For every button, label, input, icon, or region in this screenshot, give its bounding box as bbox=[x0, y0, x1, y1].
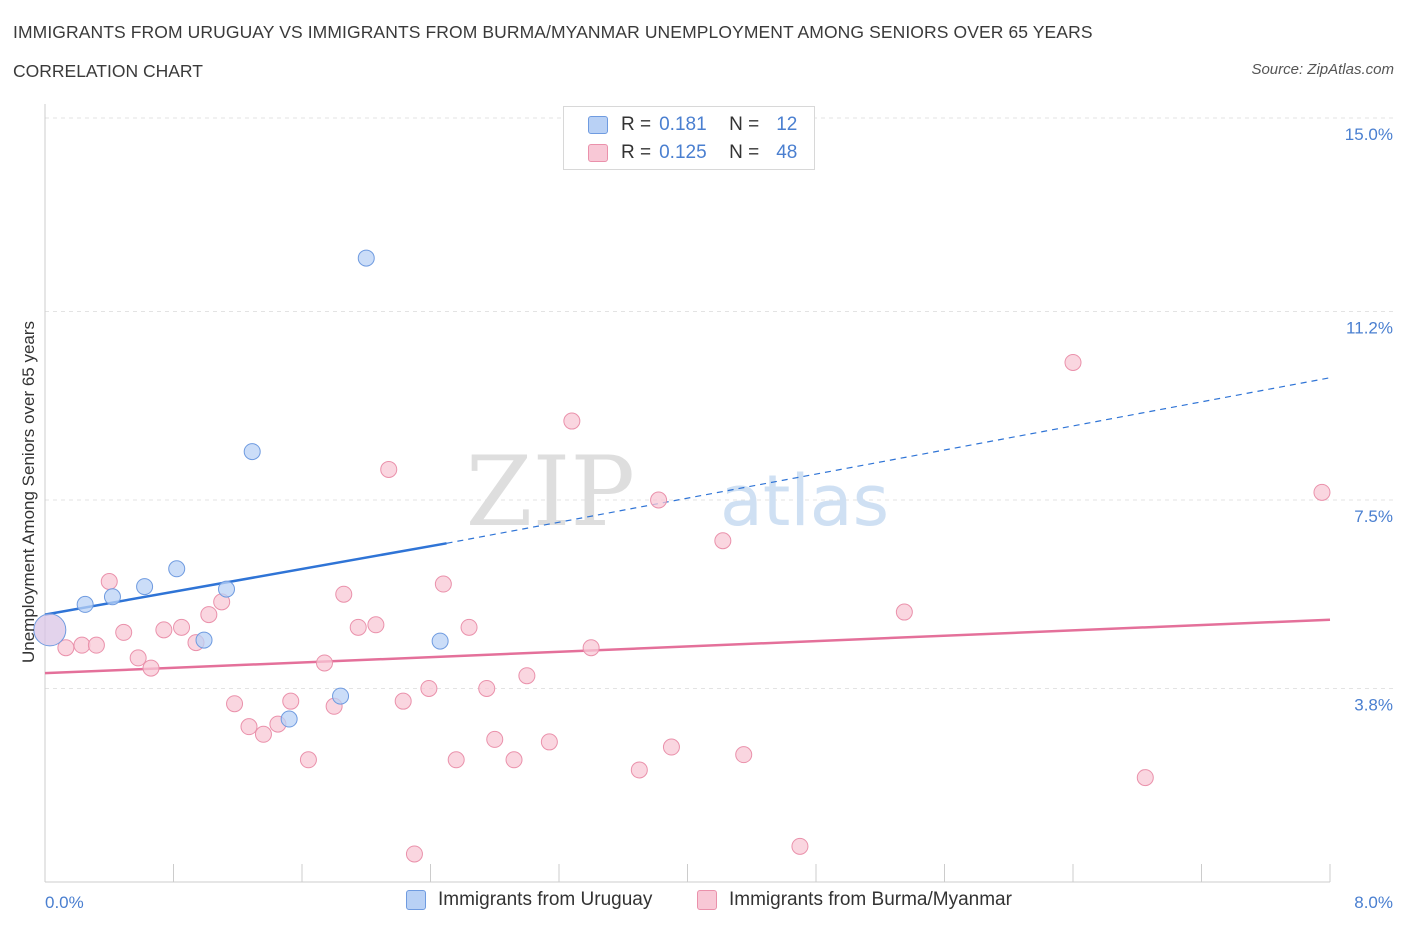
point-burma bbox=[895, 603, 913, 621]
data-points bbox=[33, 249, 1331, 863]
point-uruguay bbox=[431, 632, 449, 650]
point-burma bbox=[434, 575, 452, 593]
legend-row-burma: R = 0.125 N = 48 bbox=[588, 141, 797, 165]
y-tick-labels: 3.8% 7.5% 11.2% 15.0% bbox=[1345, 125, 1393, 714]
source-credit: Source: ZipAtlas.com bbox=[1251, 61, 1394, 78]
point-uruguay bbox=[332, 687, 350, 705]
point-burma bbox=[505, 751, 523, 769]
point-burma bbox=[142, 659, 160, 677]
point-burma bbox=[1136, 769, 1154, 787]
gridlines bbox=[45, 117, 1395, 689]
point-uruguay bbox=[136, 578, 154, 596]
chart-title: IMMIGRANTS FROM URUGUAY VS IMMIGRANTS FR… bbox=[13, 22, 1093, 42]
point-burma bbox=[714, 532, 732, 550]
point-burma bbox=[447, 751, 465, 769]
legend-r-label: R = bbox=[621, 142, 652, 163]
point-burma bbox=[155, 621, 173, 639]
legend-n-label: N = bbox=[729, 114, 760, 135]
point-uruguay bbox=[103, 588, 121, 606]
bottom-legend-swatch-uruguay bbox=[406, 890, 426, 910]
point-uruguay bbox=[33, 613, 67, 647]
point-burma bbox=[335, 585, 353, 603]
trend-line-burma bbox=[44, 618, 1331, 675]
bottom-legend-label-burma: Immigrants from Burma/Myanmar bbox=[729, 889, 1012, 910]
y-axis-label: Unemployment Among Seniors over 65 years bbox=[19, 321, 38, 663]
y-tick-label: 3.8% bbox=[1354, 695, 1393, 714]
point-burma bbox=[563, 412, 581, 430]
chart-subtitle: CORRELATION CHART bbox=[13, 61, 203, 81]
point-burma bbox=[200, 606, 218, 624]
point-burma bbox=[87, 636, 105, 654]
legend-swatch-uruguay bbox=[588, 116, 608, 134]
point-burma bbox=[518, 667, 536, 685]
point-burma bbox=[226, 695, 244, 713]
point-burma bbox=[478, 679, 496, 697]
point-burma bbox=[282, 692, 300, 710]
point-burma bbox=[100, 572, 118, 590]
trend-line-uruguay-projection bbox=[446, 377, 1331, 544]
legend-row-uruguay: R = 0.181 N = 12 bbox=[588, 113, 797, 137]
point-uruguay bbox=[168, 560, 186, 578]
x-tick-labels: 0.0% 8.0% bbox=[45, 893, 1393, 912]
legend-n-value: 12 bbox=[776, 114, 798, 135]
point-burma bbox=[173, 618, 191, 636]
point-burma bbox=[662, 738, 680, 756]
point-burma bbox=[1313, 483, 1331, 501]
point-uruguay bbox=[243, 443, 261, 461]
point-uruguay bbox=[76, 595, 94, 613]
point-uruguay bbox=[195, 631, 213, 649]
point-burma bbox=[630, 761, 648, 779]
point-burma bbox=[380, 460, 398, 478]
trend-lines bbox=[44, 377, 1331, 675]
point-uruguay bbox=[280, 710, 298, 728]
bottom-legend-label-uruguay: Immigrants from Uruguay bbox=[438, 889, 653, 910]
point-burma bbox=[299, 751, 317, 769]
point-burma bbox=[420, 679, 438, 697]
point-burma bbox=[650, 491, 668, 509]
bottom-legend-uruguay: Immigrants from Uruguay bbox=[406, 889, 652, 911]
x-tick-label: 8.0% bbox=[1354, 893, 1393, 912]
point-burma bbox=[394, 692, 412, 710]
point-burma bbox=[367, 616, 385, 634]
y-tick-label: 15.0% bbox=[1345, 125, 1393, 144]
legend-swatch-burma bbox=[588, 144, 608, 162]
point-burma bbox=[73, 636, 91, 654]
axes bbox=[44, 104, 1331, 883]
point-burma bbox=[540, 733, 558, 751]
bottom-legend-burma: Immigrants from Burma/Myanmar bbox=[697, 889, 1012, 911]
watermark-atlas: atlas bbox=[720, 460, 889, 542]
watermark-zip: ZIP bbox=[466, 436, 635, 548]
point-burma bbox=[240, 718, 258, 736]
bottom-legend-swatch-burma bbox=[697, 890, 717, 910]
point-burma bbox=[460, 618, 478, 636]
point-burma bbox=[115, 623, 133, 641]
watermark: ZIP atlas bbox=[466, 436, 889, 548]
point-burma bbox=[735, 746, 753, 764]
legend-n-label: N = bbox=[729, 142, 760, 163]
legend-r-value: 0.181 bbox=[659, 114, 707, 135]
y-tick-label: 11.2% bbox=[1346, 319, 1393, 338]
y-tick-label: 7.5% bbox=[1354, 507, 1393, 526]
legend-r-label: R = bbox=[621, 114, 652, 135]
point-burma bbox=[405, 845, 423, 863]
point-uruguay bbox=[218, 580, 236, 598]
point-uruguay bbox=[357, 249, 375, 267]
stats-legend: R = 0.181 N = 12 R = 0.125 N = 48 bbox=[563, 106, 815, 170]
point-burma bbox=[1064, 353, 1082, 371]
legend-r-value: 0.125 bbox=[659, 142, 707, 163]
point-burma bbox=[349, 618, 367, 636]
point-burma bbox=[582, 639, 600, 657]
point-burma bbox=[315, 654, 333, 672]
legend-n-value: 48 bbox=[776, 142, 798, 163]
point-burma bbox=[254, 725, 272, 743]
point-burma bbox=[791, 837, 809, 855]
point-burma bbox=[486, 730, 504, 748]
x-tick-label: 0.0% bbox=[45, 893, 84, 912]
point-burma bbox=[129, 649, 147, 667]
